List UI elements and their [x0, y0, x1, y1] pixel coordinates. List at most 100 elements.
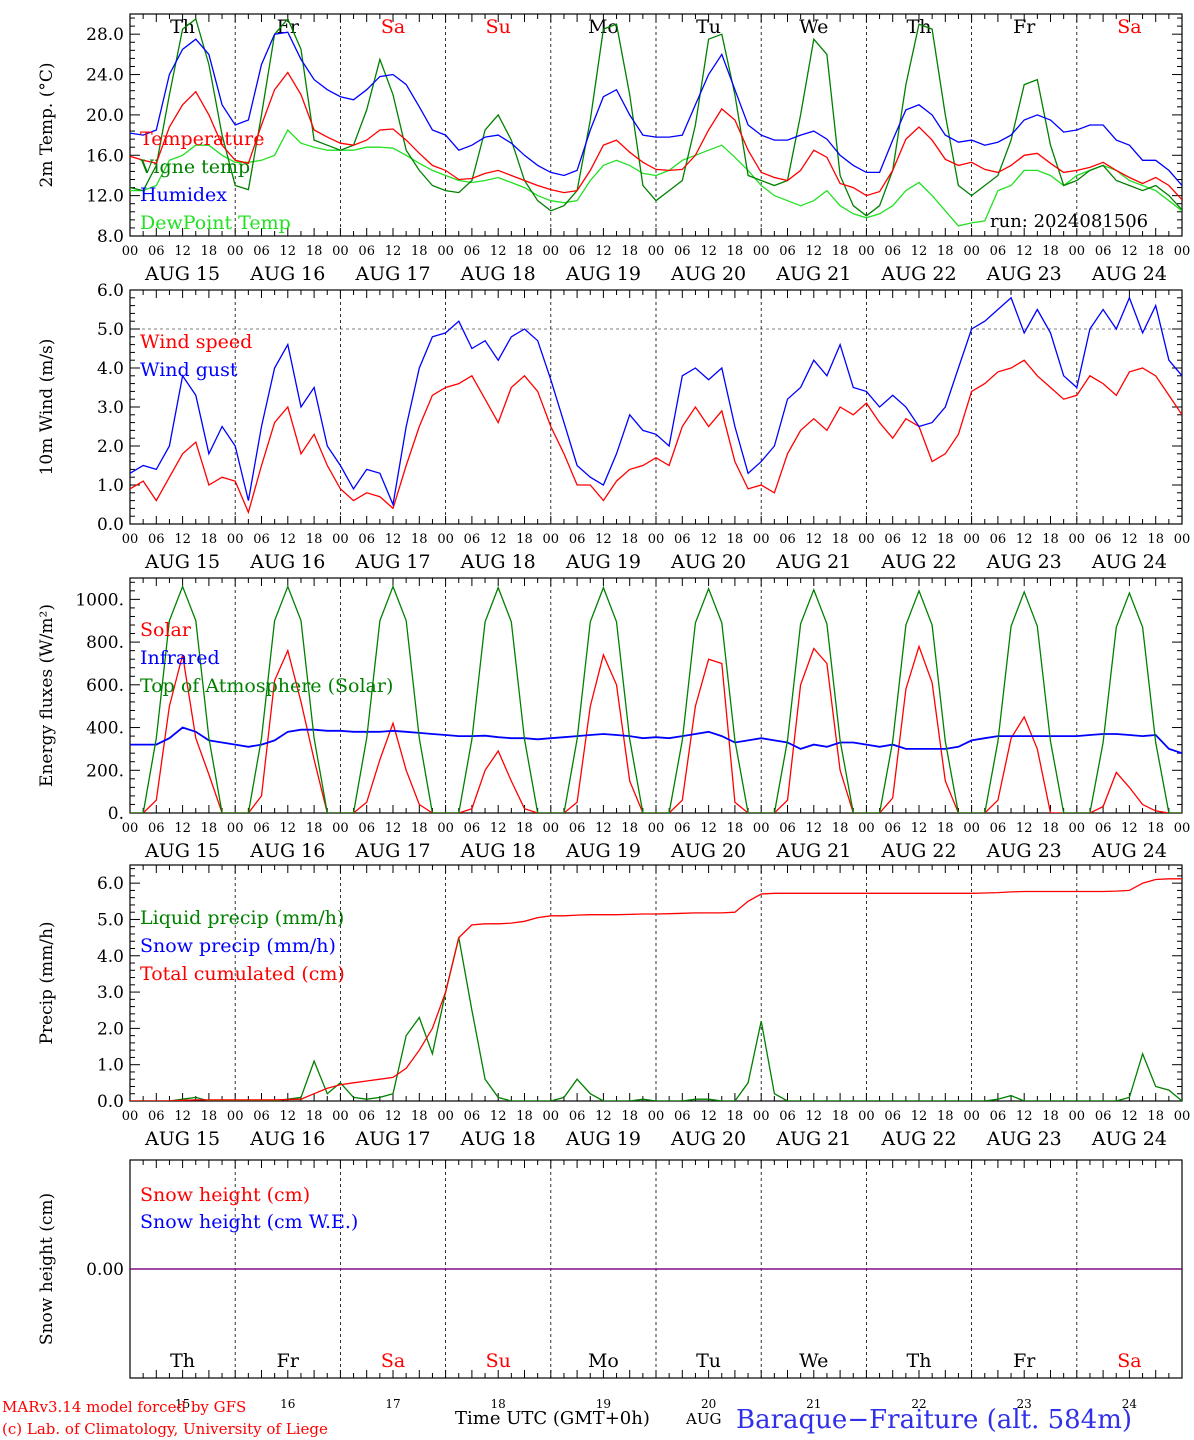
hour-tick-label: 18 — [1042, 244, 1059, 259]
hour-tick-label: 06 — [358, 244, 375, 259]
hour-tick-label: 12 — [700, 1109, 717, 1124]
hour-tick-label: 18 — [411, 1109, 428, 1124]
date-label: AUG 17 — [354, 1128, 430, 1150]
hour-tick-label: 00 — [1069, 821, 1086, 836]
day-abbr-label: Sa — [381, 1350, 405, 1372]
y-tick-label: 2.0 — [97, 1019, 124, 1039]
date-label: AUG 23 — [986, 551, 1062, 573]
hour-tick-label: 06 — [990, 244, 1007, 259]
hour-tick-label: 18 — [516, 821, 533, 836]
hour-tick-label: 00 — [753, 821, 770, 836]
hour-tick-label: 18 — [516, 1109, 533, 1124]
hour-tick-label: 06 — [148, 821, 165, 836]
hour-tick-label: 00 — [543, 532, 560, 547]
hour-tick-label: 00 — [1069, 532, 1086, 547]
hour-tick-label: 06 — [884, 1109, 901, 1124]
day-number-label: 24 — [1122, 1397, 1138, 1411]
legend-entry: Infrared — [140, 647, 220, 669]
day-number-label: 17 — [385, 1397, 400, 1411]
legend-entry: Snow height (cm) — [140, 1184, 310, 1206]
y-tick-label: 16.0 — [86, 146, 124, 166]
hour-tick-label: 12 — [385, 1109, 402, 1124]
hour-tick-label: 12 — [700, 244, 717, 259]
hour-tick-label: 00 — [753, 532, 770, 547]
time-axis-label: Time UTC (GMT+0h) — [455, 1408, 650, 1429]
date-label: AUG 22 — [880, 551, 956, 573]
panel-energy: 0. 200. 400. 600. 800. 1000. Energy fluxes (W/… — [37, 577, 1190, 862]
hour-tick-label: 12 — [1121, 1109, 1138, 1124]
date-label: AUG 24 — [1091, 551, 1167, 573]
station-label: Baraque−Fraiture (alt. 584m) — [736, 1405, 1132, 1435]
hour-tick-label: 12 — [1016, 1109, 1033, 1124]
date-label: AUG 16 — [249, 1128, 325, 1150]
hour-tick-label: 00 — [753, 1109, 770, 1124]
panel-wind: 0.0 1.0 2.0 3.0 4.0 5.0 6.0 10m Wind (m/s) 00 06 1… — [37, 281, 1190, 573]
hour-tick-label: 18 — [621, 244, 638, 259]
date-label: AUG 20 — [670, 840, 746, 862]
y-tick-label: 600. — [86, 676, 124, 696]
series-group — [130, 878, 1182, 1101]
hour-tick-label: 00 — [332, 532, 349, 547]
hour-tick-label: 00 — [227, 821, 244, 836]
hour-tick-label: 00 — [1174, 1109, 1191, 1124]
y-tick-label: 6.0 — [97, 874, 124, 894]
hour-tick-label: 12 — [595, 532, 612, 547]
series-line-humidex — [130, 31, 1182, 186]
hour-tick-label: 06 — [1095, 1109, 1112, 1124]
hour-tick-label: 18 — [201, 532, 218, 547]
hour-tick-label: 18 — [201, 244, 218, 259]
y-tick-label: 6.0 — [97, 281, 124, 301]
hour-tick-label: 18 — [306, 532, 323, 547]
hour-tick-label: 00 — [437, 821, 454, 836]
y-tick-label: 20.0 — [86, 106, 124, 126]
hour-tick-label: 12 — [174, 821, 191, 836]
hour-tick-label: 12 — [700, 821, 717, 836]
day-number-label: 16 — [280, 1397, 295, 1411]
hour-tick-label: 18 — [832, 1109, 849, 1124]
date-label: AUG 21 — [775, 840, 851, 862]
hour-tick-label: 18 — [727, 1109, 744, 1124]
series-line-dewpoint-temp — [130, 128, 1182, 227]
date-label: AUG 18 — [460, 1128, 536, 1150]
date-label: AUG 18 — [460, 263, 536, 285]
date-label: AUG 20 — [670, 551, 746, 573]
legend-entry: Snow precip (mm/h) — [140, 935, 336, 957]
hour-tick-label: 18 — [201, 1109, 218, 1124]
hour-tick-label: 18 — [516, 532, 533, 547]
y-tick-label: 8.0 — [97, 227, 124, 247]
hour-tick-label: 18 — [306, 821, 323, 836]
legend-entry: Total cumulated (cm) — [140, 963, 345, 985]
hour-tick-label: 12 — [490, 821, 507, 836]
day-abbr-label: Th — [170, 16, 195, 38]
y-tick-label: 3.0 — [97, 398, 124, 418]
hour-tick-label: 00 — [332, 821, 349, 836]
hour-tick-label: 12 — [595, 821, 612, 836]
hour-tick-label: 18 — [306, 244, 323, 259]
y-tick-label: 1.0 — [97, 476, 124, 496]
y-tick-label: 200. — [86, 761, 124, 781]
legend-entry: Liquid precip (mm/h) — [140, 907, 344, 929]
hour-tick-label: 06 — [569, 532, 586, 547]
hour-tick-label: 12 — [385, 244, 402, 259]
hour-tick-label: 00 — [1174, 532, 1191, 547]
y-tick-label: 5.0 — [97, 910, 124, 930]
hour-tick-label: 12 — [1016, 821, 1033, 836]
hour-tick-label: 00 — [122, 244, 139, 259]
legend-entry: Solar — [140, 619, 192, 641]
date-label: AUG 22 — [880, 263, 956, 285]
hour-tick-label: 18 — [937, 244, 954, 259]
hour-tick-label: 06 — [569, 1109, 586, 1124]
hour-tick-label: 00 — [963, 532, 980, 547]
hour-tick-label: 18 — [1042, 1109, 1059, 1124]
hour-tick-label: 12 — [911, 821, 928, 836]
y-axis-label: Precip (mm/h) — [37, 921, 57, 1044]
y-tick-label: 5.0 — [97, 320, 124, 340]
hour-tick-label: 06 — [358, 821, 375, 836]
hour-tick-label: 00 — [858, 532, 875, 547]
date-label: AUG 15 — [144, 551, 220, 573]
hour-tick-label: 12 — [385, 532, 402, 547]
y-tick-label: 1.0 — [97, 1056, 124, 1076]
hour-tick-label: 00 — [437, 1109, 454, 1124]
hour-tick-label: 00 — [648, 1109, 665, 1124]
hour-tick-label: 06 — [253, 1109, 270, 1124]
